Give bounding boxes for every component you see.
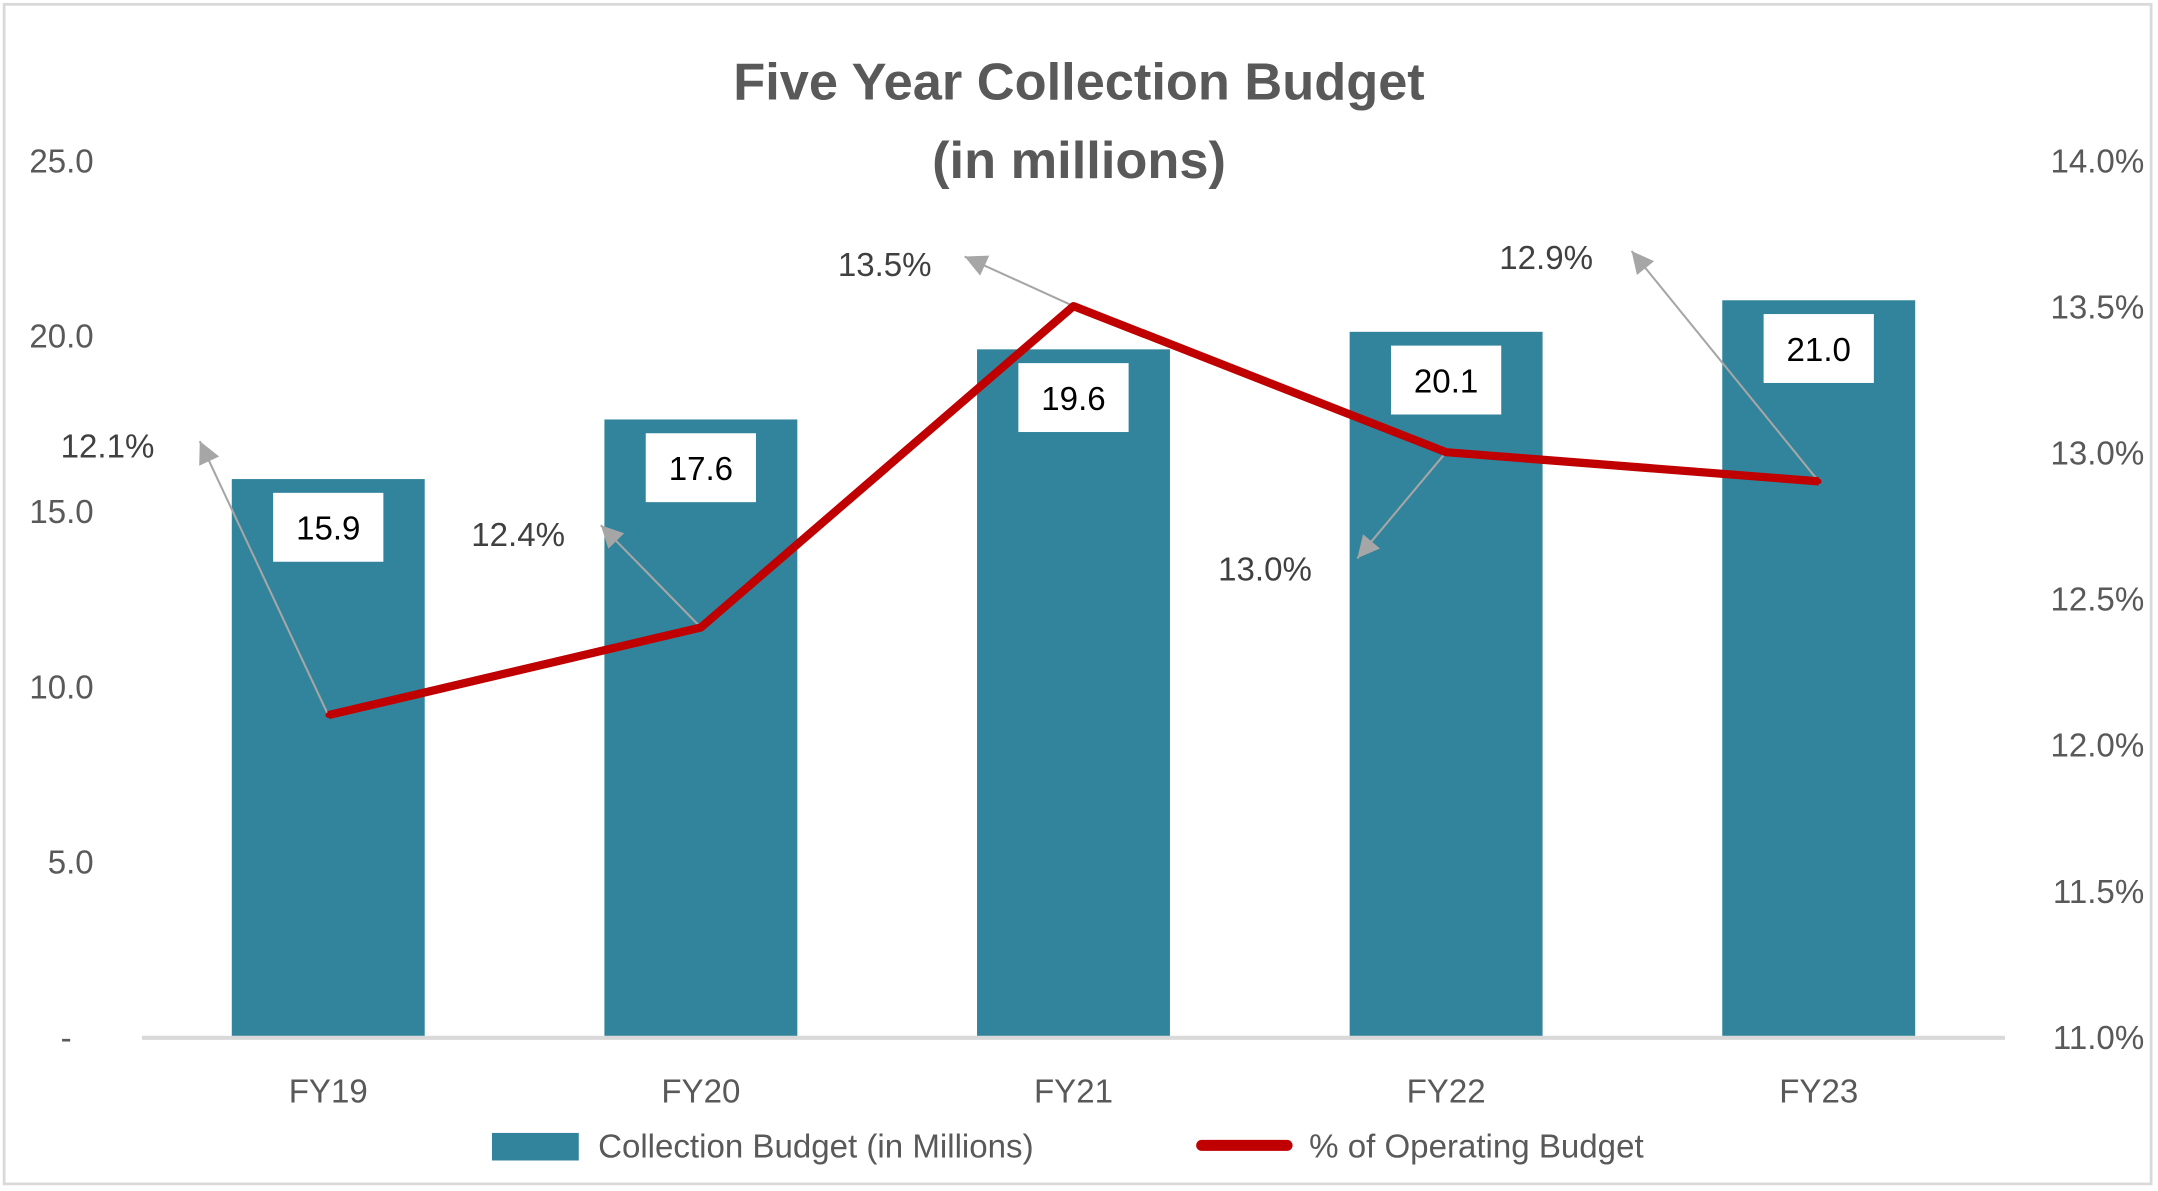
right-tick-label: 12.0%: [2050, 728, 2144, 765]
bar-FY21: [977, 349, 1170, 1037]
right-axis: 11.0% 11.5% 12.0% 12.5% 13.0% 13.5% 14.0%: [2050, 143, 2144, 1056]
bar-label-box: [645, 433, 756, 503]
leader-arrow-icon: [1631, 250, 1655, 276]
x-tick-label: FY23: [1779, 1074, 1858, 1111]
legend-swatch-bar: [491, 1132, 579, 1161]
bar-FY23: [1722, 300, 1916, 1037]
legend-label-line: % of Operating Budget: [1309, 1129, 1644, 1166]
legend-label-bar: Collection Budget (in Millions): [598, 1129, 1034, 1166]
line-data-label: 13.0%: [1218, 551, 1312, 588]
x-tick-label: FY20: [661, 1074, 740, 1111]
bar-FY22: [1349, 331, 1543, 1037]
right-tick-label: 13.0%: [2050, 436, 2144, 473]
leader-arrow-icon: [1357, 534, 1380, 559]
bar-label-box: [1390, 345, 1502, 415]
leader-lines: [198, 250, 1820, 716]
x-axis: FY19 FY20 FY21 FY22 FY23: [289, 1074, 1859, 1111]
x-tick-label: FY19: [289, 1074, 368, 1111]
right-tick-label: 12.5%: [2050, 582, 2144, 619]
bar-label-box: [1763, 314, 1874, 383]
bar-data-label: 17.6: [669, 451, 733, 488]
bar-FY19: [231, 479, 425, 1037]
leader-line: [1630, 250, 1820, 483]
bar-label-box: [1018, 363, 1129, 433]
right-tick-label: 11.5%: [2053, 874, 2144, 911]
line-point-FY22: [1443, 449, 1449, 455]
right-tick-label: 11.0%: [2053, 1020, 2144, 1057]
line-point-FY21: [1070, 303, 1077, 309]
line-data-label: 13.5%: [838, 247, 932, 284]
leader-arrow-icon: [199, 441, 220, 466]
line-data-label: 12.4%: [471, 517, 565, 554]
bar-FY20: [604, 419, 798, 1037]
chart-subtitle: (in millions): [932, 132, 1226, 190]
line-point-FY20: [698, 624, 704, 631]
line-data-labels: 12.1% 12.4% 13.5% 13.0% 12.9%: [61, 240, 1593, 588]
bar-data-label: 20.1: [1414, 363, 1478, 400]
line-series: [325, 301, 1822, 720]
line-data-label: 12.9%: [1499, 240, 1593, 277]
left-tick-label: -: [61, 1020, 72, 1057]
leader-line: [1356, 451, 1447, 559]
line-point-FY19: [325, 712, 332, 718]
x-tick-label: FY22: [1407, 1074, 1486, 1111]
left-tick-label: 10.0: [29, 669, 93, 706]
legend: Collection Budget (in Millions) % of Ope…: [491, 1129, 1644, 1166]
left-tick-label: 20.0: [29, 319, 93, 356]
left-tick-label: 15.0: [29, 494, 93, 531]
left-tick-label: 25.0: [29, 143, 93, 180]
leader-line: [198, 440, 330, 716]
bar-data-labels: 15.9 17.6 19.6 20.1 21.0: [273, 314, 1874, 562]
left-tick-label: 5.0: [48, 845, 94, 882]
right-tick-label: 14.0%: [2050, 143, 2144, 180]
leader-arrow-icon: [600, 525, 625, 549]
x-tick-label: FY21: [1034, 1074, 1113, 1111]
chart-title: Five Year Collection Budget: [733, 53, 1425, 111]
bar-data-label: 21.0: [1787, 332, 1851, 369]
left-axis: - 5.0 10.0 15.0 20.0 25.0: [29, 143, 93, 1056]
bar-data-label: 15.9: [296, 511, 360, 548]
line-data-label: 12.1%: [61, 429, 155, 466]
right-tick-label: 13.5%: [2050, 290, 2144, 327]
leader-line: [600, 524, 702, 629]
bar-label-box: [273, 492, 384, 562]
line-point-FY23: [1815, 478, 1822, 485]
bar-series: [231, 300, 1916, 1037]
bar-data-label: 19.6: [1041, 381, 1105, 418]
leader-arrow-icon: [964, 255, 990, 276]
